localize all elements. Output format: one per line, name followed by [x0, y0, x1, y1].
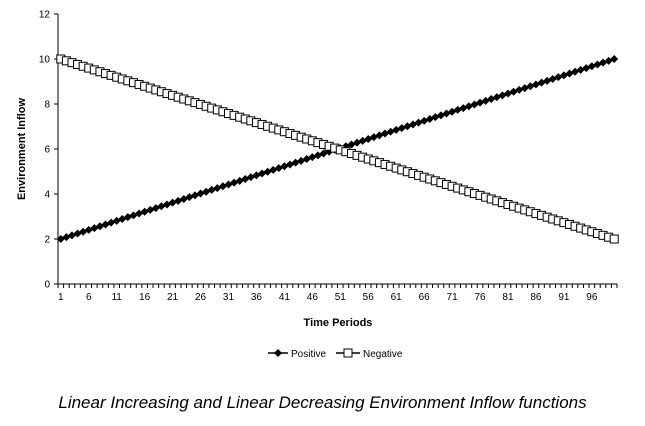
x-tick-label: 96 — [586, 292, 598, 303]
x-tick-label: 11 — [111, 292, 122, 303]
y-tick-label: 2 — [44, 235, 50, 246]
x-tick-label: 51 — [335, 292, 347, 303]
series-negative — [56, 54, 619, 244]
figure-caption: Linear Increasing and Linear Decreasing … — [58, 393, 587, 412]
x-tick-label: 1 — [58, 292, 64, 303]
x-tick-label: 71 — [447, 292, 459, 303]
x-tick-label: 76 — [474, 292, 486, 303]
x-tick-label: 46 — [307, 292, 319, 303]
x-tick-label: 86 — [530, 292, 542, 303]
x-axis-title: Time Periods — [304, 317, 373, 329]
legend-label-positive: Positive — [291, 349, 326, 360]
x-tick-label: 81 — [502, 292, 514, 303]
x-tick-label: 56 — [363, 292, 375, 303]
legend-marker-negative — [343, 348, 353, 358]
legend-marker-positive — [274, 349, 282, 357]
x-tick-label: 16 — [139, 292, 151, 303]
x-tick-label: 66 — [419, 292, 431, 303]
line-chart: 1 6 11 16 21 26 31 36 41 46 51 56 61 66 71 76 81 86 91 96 0… — [16, 10, 619, 360]
x-tick-label: 91 — [558, 292, 570, 303]
x-tick-label: 41 — [279, 292, 291, 303]
legend: Positive Negative — [268, 348, 403, 360]
y-tick-label: 4 — [44, 190, 50, 201]
x-tick-label: 31 — [223, 292, 235, 303]
y-tick-label: 10 — [39, 55, 51, 66]
y-axis-ticks: 0 2 4 6 8 10 12 — [39, 10, 58, 291]
x-tick-label: 21 — [167, 292, 179, 303]
y-tick-label: 12 — [39, 10, 51, 21]
data-point-negative — [609, 234, 619, 244]
x-tick-label: 36 — [251, 292, 263, 303]
y-axis-title: Environment Inflow — [16, 98, 28, 201]
data-point-positive — [610, 55, 619, 63]
y-tick-label: 6 — [44, 145, 50, 156]
x-tick-label: 61 — [391, 292, 403, 303]
legend-label-negative: Negative — [363, 349, 403, 360]
x-tick-label: 26 — [195, 292, 207, 303]
y-tick-label: 8 — [44, 100, 50, 111]
x-tick-label: 6 — [86, 292, 92, 303]
x-axis-ticks: 1 6 11 16 21 26 31 36 41 46 51 56 61 66 71 76 81 86 91 96 — [57, 284, 618, 303]
y-tick-label: 0 — [44, 280, 50, 291]
series-layer — [56, 54, 619, 244]
